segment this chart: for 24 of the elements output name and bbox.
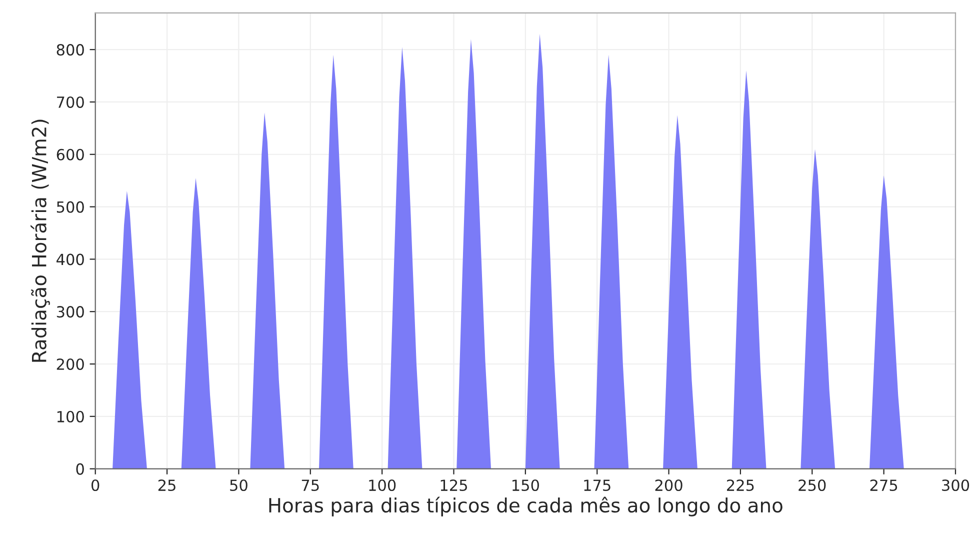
x-tick-label: 75 bbox=[302, 480, 319, 492]
x-tick-label: 200 bbox=[655, 479, 682, 492]
y-tick-label: 200 bbox=[56, 358, 84, 370]
x-tick-label: 300 bbox=[942, 479, 970, 492]
x-tick-label: 250 bbox=[798, 479, 826, 492]
y-tick-label: 700 bbox=[57, 96, 84, 108]
y-tick-label: 400 bbox=[56, 254, 84, 266]
x-tick-label: 0 bbox=[92, 479, 100, 492]
x-tick-label: 150 bbox=[512, 479, 539, 492]
y-tick-label: 300 bbox=[56, 306, 84, 318]
x-tick-label: 175 bbox=[584, 480, 610, 492]
y-tick-label: 0 bbox=[76, 463, 84, 475]
y-tick-label: 500 bbox=[56, 201, 84, 213]
y-tick-label: 600 bbox=[56, 148, 84, 160]
y-axis-title: Radiação Horária (W/m2) bbox=[30, 120, 50, 362]
x-tick-label: 100 bbox=[369, 479, 396, 492]
x-axis-title: Horas para dias típicos de cada mês ao longo do ano bbox=[269, 496, 782, 516]
x-tick-label: 275 bbox=[870, 479, 898, 492]
x-tick-label: 225 bbox=[726, 479, 754, 492]
x-tick-label: 50 bbox=[230, 479, 248, 492]
x-tick-label: 125 bbox=[440, 479, 467, 492]
y-tick-label: 100 bbox=[57, 410, 84, 422]
y-tick-label: 800 bbox=[56, 44, 84, 56]
x-tick-label: 25 bbox=[158, 479, 176, 492]
